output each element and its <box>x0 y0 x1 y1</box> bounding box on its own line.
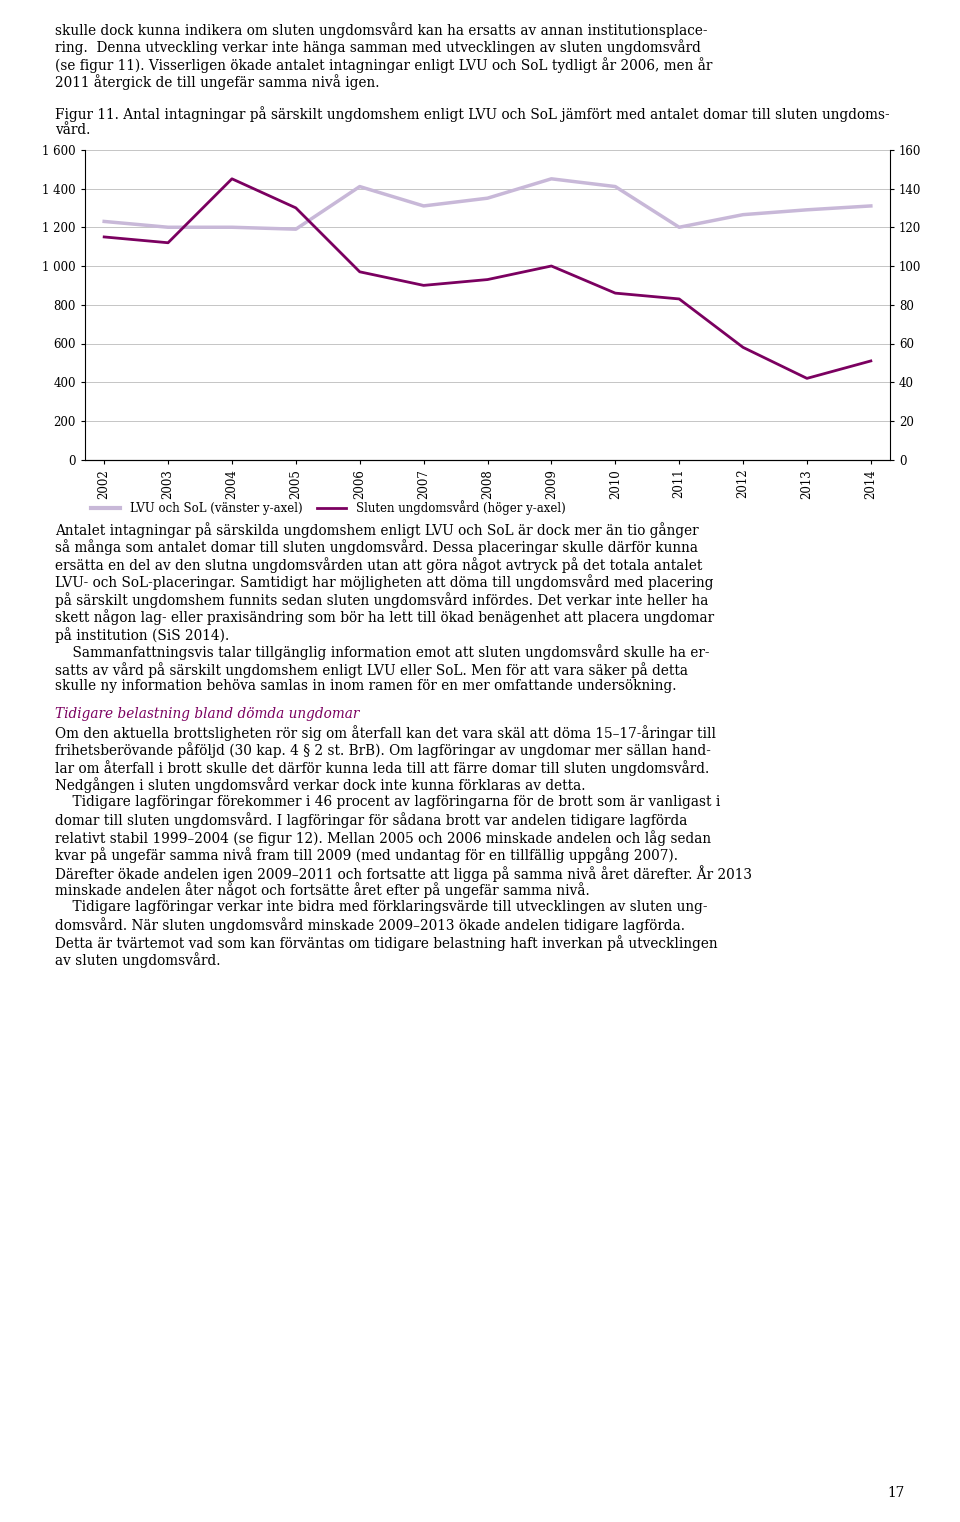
Text: av sluten ungdomsvård.: av sluten ungdomsvård. <box>55 953 221 968</box>
Text: satts av vård på särskilt ungdomshem enligt LVU eller SoL. Men för att vara säke: satts av vård på särskilt ungdomshem enl… <box>55 662 688 677</box>
Text: Nedgången i sluten ungdomsvård verkar dock inte kunna förklaras av detta.: Nedgången i sluten ungdomsvård verkar do… <box>55 778 586 793</box>
Text: Tidigare lagföringar verkar inte bidra med förklaringsvärde till utvecklingen av: Tidigare lagföringar verkar inte bidra m… <box>55 900 708 913</box>
Text: domar till sluten ungdomsvård. I lagföringar för sådana brott var andelen tidiga: domar till sluten ungdomsvård. I lagföri… <box>55 813 687 828</box>
Text: Om den aktuella brottsligheten rör sig om återfall kan det vara skäl att döma 15: Om den aktuella brottsligheten rör sig o… <box>55 724 716 741</box>
Text: domsvård. När sluten ungdomsvård minskade 2009–2013 ökade andelen tidigare lagfö: domsvård. När sluten ungdomsvård minskad… <box>55 918 685 933</box>
Text: LVU- och SoL-placeringar. Samtidigt har möjligheten att döma till ungdomsvård me: LVU- och SoL-placeringar. Samtidigt har … <box>55 574 713 591</box>
Text: skett någon lag- eller praxisändring som bör ha lett till ökad benägenhet att pl: skett någon lag- eller praxisändring som… <box>55 609 714 626</box>
Text: 17: 17 <box>888 1485 905 1501</box>
Text: så många som antalet domar till sluten ungdomsvård. Dessa placeringar skulle där: så många som antalet domar till sluten u… <box>55 539 698 556</box>
Text: minskade andelen åter något och fortsätte året efter på ungefär samma nivå.: minskade andelen åter något och fortsätt… <box>55 883 589 898</box>
Text: på särskilt ungdomshem funnits sedan sluten ungdomsvård infördes. Det verkar int: på särskilt ungdomshem funnits sedan slu… <box>55 592 708 607</box>
Text: relativt stabil 1999–2004 (se figur 12). Mellan 2005 och 2006 minskade andelen o: relativt stabil 1999–2004 (se figur 12).… <box>55 829 711 846</box>
Text: skulle ny information behöva samlas in inom ramen för en mer omfattande undersök: skulle ny information behöva samlas in i… <box>55 679 677 693</box>
Text: Detta är tvärtemot vad som kan förväntas om tidigare belastning haft inverkan på: Detta är tvärtemot vad som kan förväntas… <box>55 935 718 951</box>
Text: på institution (SiS 2014).: på institution (SiS 2014). <box>55 627 229 642</box>
Text: Tidigare lagföringar förekommer i 46 procent av lagföringarna för de brott som ä: Tidigare lagföringar förekommer i 46 pro… <box>55 794 720 808</box>
Text: frihetsberövande påföljd (30 kap. 4 § 2 st. BrB). Om lagföringar av ungdomar mer: frihetsberövande påföljd (30 kap. 4 § 2 … <box>55 743 710 758</box>
Text: (se figur 11). Visserligen ökade antalet intagningar enligt LVU och SoL tydligt : (se figur 11). Visserligen ökade antalet… <box>55 56 712 73</box>
Text: Figur 11. Antal intagningar på särskilt ungdomshem enligt LVU och SoL jämfört me: Figur 11. Antal intagningar på särskilt … <box>55 107 890 122</box>
Text: ersätta en del av den slutna ungdomsvården utan att göra något avtryck på det to: ersätta en del av den slutna ungdomsvård… <box>55 557 703 572</box>
Text: vård.: vård. <box>55 123 90 137</box>
Text: Tidigare belastning bland dömda ungdomar: Tidigare belastning bland dömda ungdomar <box>55 708 359 721</box>
Text: skulle dock kunna indikera om sluten ungdomsvård kan ha ersatts av annan institu: skulle dock kunna indikera om sluten ung… <box>55 21 708 38</box>
Text: Sammanfattningsvis talar tillgänglig information emot att sluten ungdomsvård sku: Sammanfattningsvis talar tillgänglig inf… <box>55 644 709 661</box>
Legend: LVU och SoL (vänster y-axel), Sluten ungdomsvård (höger y-axel): LVU och SoL (vänster y-axel), Sluten ung… <box>86 496 570 521</box>
Text: kvar på ungefär samma nivå fram till 2009 (med undantag för en tillfällig uppgån: kvar på ungefär samma nivå fram till 200… <box>55 848 678 863</box>
Text: ring.  Denna utveckling verkar inte hänga samman med utvecklingen av sluten ungd: ring. Denna utveckling verkar inte hänga… <box>55 40 701 55</box>
Text: Därefter ökade andelen igen 2009–2011 och fortsatte att ligga på samma nivå året: Därefter ökade andelen igen 2009–2011 oc… <box>55 864 752 881</box>
Text: Antalet intagningar på särskilda ungdomshem enligt LVU och SoL är dock mer än ti: Antalet intagningar på särskilda ungdoms… <box>55 522 699 537</box>
Text: lar om återfall i brott skulle det därför kunna leda till att färre domar till s: lar om återfall i brott skulle det därfö… <box>55 759 709 776</box>
Text: 2011 återgick de till ungefär samma nivå igen.: 2011 återgick de till ungefär samma nivå… <box>55 75 379 90</box>
